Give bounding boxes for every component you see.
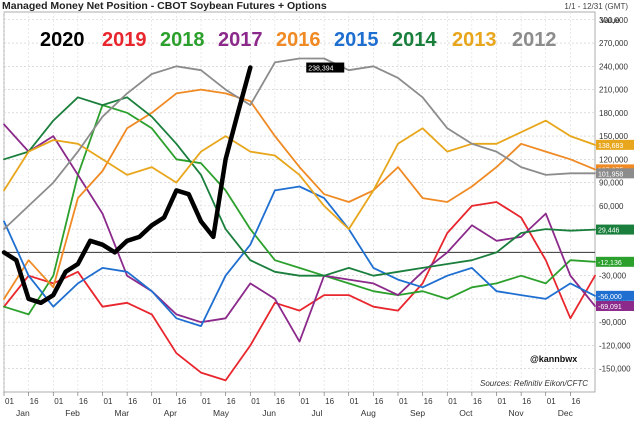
value-badge-2017 xyxy=(596,300,634,311)
x-month-label: Feb xyxy=(65,408,80,418)
twitter-handle: @kannbwx xyxy=(530,354,577,364)
x-tick-label: 16 xyxy=(571,397,580,406)
x-tick-label: 01 xyxy=(5,397,14,406)
x-tick-label: 16 xyxy=(473,397,482,406)
value-badge-2020 xyxy=(306,62,345,73)
value-badge-text-2014: 29,446 xyxy=(598,228,620,235)
x-tick-label: 16 xyxy=(276,397,285,406)
y-tick-label: 180,000 xyxy=(599,109,628,118)
value-badge-text-2018: -12,136 xyxy=(598,260,622,267)
chart-title: Managed Money Net Position - CBOT Soybea… xyxy=(2,0,327,12)
y-tick-label: 90,000 xyxy=(599,179,624,188)
date-range: 1/1 - 12/31 (GMT) xyxy=(564,2,628,11)
x-tick-label: 01 xyxy=(350,397,359,406)
x-tick-label: 16 xyxy=(227,397,236,406)
y-tick-label: 240,000 xyxy=(599,62,628,71)
x-month-label: Jul xyxy=(312,408,323,418)
x-tick-label: 01 xyxy=(202,397,211,406)
source-note: Sources: Refinitiv Eikon/CFTC xyxy=(480,379,588,388)
x-tick-label: 01 xyxy=(251,397,260,406)
value-badge-2012 xyxy=(596,168,634,179)
x-tick-label: 16 xyxy=(424,397,433,406)
legend-2012: 2012 xyxy=(512,29,557,51)
y-tick-label: 120,000 xyxy=(599,155,628,164)
x-month-label: Oct xyxy=(459,408,473,418)
x-tick-label: 01 xyxy=(399,397,408,406)
y-tick-label: 210,000 xyxy=(599,86,628,95)
x-month-label: Apr xyxy=(164,408,177,418)
x-tick-label: 01 xyxy=(448,397,457,406)
series-line-2017 xyxy=(3,123,596,343)
x-tick-label: 16 xyxy=(177,397,186,406)
legend-2019: 2019 xyxy=(102,29,147,51)
x-tick-label: 16 xyxy=(30,397,39,406)
x-month-label: Nov xyxy=(509,408,525,418)
value-axis-label: Value xyxy=(600,16,620,25)
y-tick-label: -120,000 xyxy=(599,341,631,350)
x-month-label: Jan xyxy=(16,408,30,418)
value-badge-2013 xyxy=(596,139,634,150)
y-tick-label: 270,000 xyxy=(599,39,628,48)
x-month-label: Jun xyxy=(262,408,276,418)
y-tick-label: 150,000 xyxy=(599,132,628,141)
x-tick-label: 01 xyxy=(498,397,507,406)
value-badge-text-2020: 238,394 xyxy=(308,66,333,73)
x-tick-label: 16 xyxy=(79,397,88,406)
value-badge-2018 xyxy=(596,256,634,267)
x-tick-label: 16 xyxy=(522,397,531,406)
x-tick-label: 01 xyxy=(301,397,310,406)
legend-2015: 2015 xyxy=(334,29,379,51)
legend-2018: 2018 xyxy=(160,29,205,51)
value-badge-2014 xyxy=(596,224,634,235)
y-tick-label: -150,000 xyxy=(599,365,631,374)
x-month-label: Mar xyxy=(115,408,130,418)
legend-2014: 2014 xyxy=(392,29,437,51)
series-line-2020 xyxy=(1,65,253,306)
x-tick-label: 01 xyxy=(104,397,113,406)
series-line-2016 xyxy=(3,88,596,300)
series-line-2013 xyxy=(3,119,596,231)
x-month-label: Sep xyxy=(410,408,425,418)
series-line-2015 xyxy=(3,185,596,328)
x-tick-label: 01 xyxy=(547,397,556,406)
legend-2013: 2013 xyxy=(452,29,497,51)
x-tick-label: 16 xyxy=(374,397,383,406)
series-line-2014 xyxy=(3,96,596,277)
x-tick-label: 01 xyxy=(54,397,63,406)
legend-2016: 2016 xyxy=(276,29,321,51)
legend-2017: 2017 xyxy=(218,29,263,51)
x-tick-label: 16 xyxy=(325,397,334,406)
x-month-label: Dec xyxy=(558,408,574,418)
value-badge-text-2015: -56,000 xyxy=(598,294,622,301)
value-badge-2015 xyxy=(596,290,634,301)
x-tick-label: 01 xyxy=(153,397,162,406)
value-badge-text-2012: 101,958 xyxy=(598,171,623,178)
x-month-label: May xyxy=(213,408,230,418)
series-line-2019 xyxy=(3,201,596,382)
legend-2020: 2020 xyxy=(40,29,85,51)
y-tick-label: 300,000 xyxy=(599,16,628,25)
x-tick-label: 16 xyxy=(128,397,137,406)
y-tick-label: -30,000 xyxy=(599,272,627,281)
y-tick-label: -90,000 xyxy=(599,318,627,327)
value-badge-text-2013: 138,683 xyxy=(598,143,623,150)
value-badge-text-2017: -69,091 xyxy=(598,304,622,311)
x-month-label: Aug xyxy=(361,408,376,418)
series-line-2012 xyxy=(3,57,596,231)
y-tick-label: 60,000 xyxy=(599,202,624,211)
